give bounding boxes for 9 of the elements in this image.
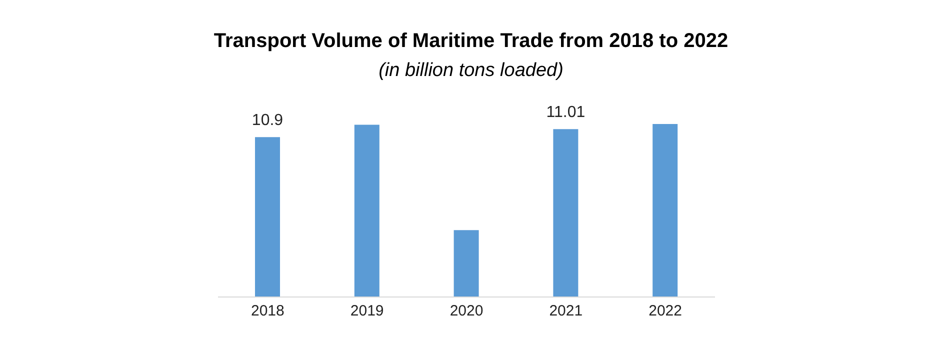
chart-subtitle: (in billion tons loaded) bbox=[378, 60, 564, 82]
x-tick-label: 2019 bbox=[350, 302, 384, 320]
data-label: 11.01 bbox=[546, 104, 586, 122]
data-label: 10.9 bbox=[252, 112, 284, 130]
x-tick-label: 2020 bbox=[450, 302, 484, 320]
x-tick-label: 2018 bbox=[251, 302, 284, 320]
x-tick-label: 2022 bbox=[648, 302, 682, 320]
chart-title: Transport Volume of Maritime Trade from 2018 to 2022 bbox=[212, 30, 730, 53]
x-tick-label: 2021 bbox=[549, 302, 583, 320]
